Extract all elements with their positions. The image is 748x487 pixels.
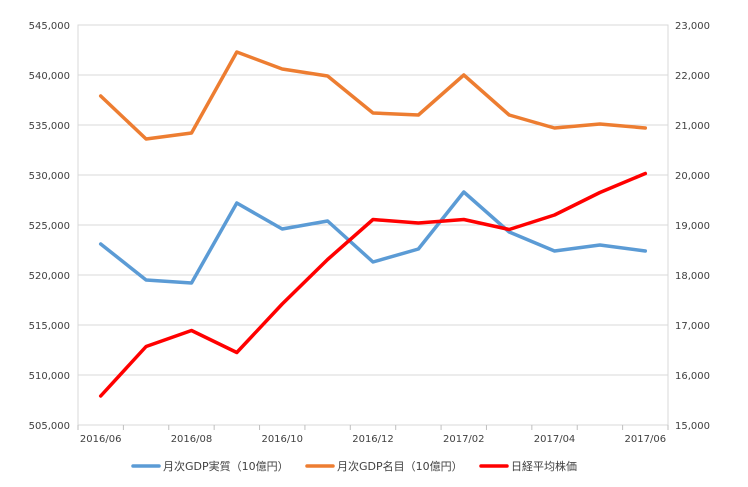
y-right-tick-label: 20,000 xyxy=(675,171,710,182)
y-left-tick-label: 540,000 xyxy=(29,71,70,82)
series-line-1 xyxy=(98,190,648,285)
y-right-tick-label: 16,000 xyxy=(675,371,710,382)
y-right-tick-label: 15,000 xyxy=(675,421,710,432)
y-right-tick-label: 23,000 xyxy=(675,21,710,32)
y-right-tick-label: 22,000 xyxy=(675,71,710,82)
y-left-tick-label: 535,000 xyxy=(29,121,70,132)
y-right-tick-label: 17,000 xyxy=(675,321,710,332)
y-left-tick-label: 510,000 xyxy=(29,371,70,382)
x-tick-label: 2017/02 xyxy=(443,434,485,445)
y-left-tick-label: 545,000 xyxy=(29,21,70,32)
y-left-tick-label: 530,000 xyxy=(29,171,70,182)
y-right-tick-label: 21,000 xyxy=(675,121,710,132)
x-tick-label: 2016/06 xyxy=(80,434,122,445)
y-left-tick-label: 515,000 xyxy=(29,321,70,332)
x-tick-label: 2016/12 xyxy=(352,434,394,445)
x-tick-label: 2017/04 xyxy=(534,434,576,445)
axes: 505,000 510,000 515,000 520,000 525,000 530,0… xyxy=(29,21,710,445)
series-line-2 xyxy=(98,50,648,141)
y-right-tick-label: 19,000 xyxy=(675,221,710,232)
legend-label-1: 月次GDP実質（10億円） xyxy=(163,459,289,473)
legend-label-2: 月次GDP名目（10億円） xyxy=(337,459,463,473)
series-lines xyxy=(98,50,648,398)
y-left-tick-label: 525,000 xyxy=(29,221,70,232)
x-tick-label: 2016/10 xyxy=(261,434,303,445)
legend: 月次GDP実質（10億円） 月次GDP名目（10億円） 日経平均株価 xyxy=(131,459,577,473)
y-left-tick-label: 505,000 xyxy=(29,421,70,432)
gridlines xyxy=(77,24,669,426)
y-right-tick-label: 18,000 xyxy=(675,271,710,282)
x-tick-label: 2016/08 xyxy=(171,434,213,445)
x-tick-label: 2017/06 xyxy=(625,434,667,445)
series-line-3 xyxy=(98,171,648,398)
y-left-tick-label: 520,000 xyxy=(29,271,70,282)
legend-label-3: 日経平均株価 xyxy=(511,459,577,473)
